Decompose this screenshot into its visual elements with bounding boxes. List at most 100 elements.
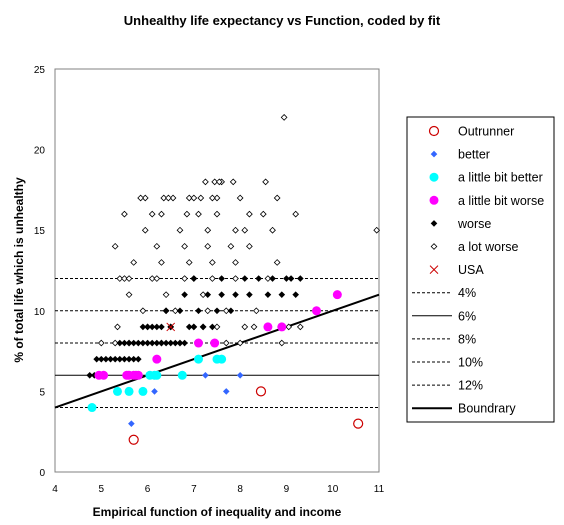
point-a-lot-worse <box>213 323 221 331</box>
y-tick-label: 0 <box>39 468 45 479</box>
point-a-lot-worse <box>169 194 177 202</box>
point-a-lot-worse <box>209 259 216 266</box>
legend: Outrunner better a little bit better a litt… <box>406 116 555 423</box>
legend-entry-4: 4% <box>412 286 476 300</box>
point-worse <box>116 355 124 363</box>
x-tick-label: 7 <box>191 484 197 495</box>
point-worse <box>195 307 202 315</box>
point-a-little-bit-worse <box>332 290 342 300</box>
boundary-line-group <box>54 293 380 409</box>
point-a-lot-worse <box>292 210 300 218</box>
legend-entry-8: 8% <box>412 332 476 346</box>
point-a-lot-worse <box>158 210 165 218</box>
point-a-lot-worse <box>158 259 165 266</box>
point-a-lot-worse <box>285 323 293 331</box>
y-tick-label: 5 <box>39 387 45 398</box>
y-tick-label: 20 <box>34 146 46 157</box>
x-tick-label: 5 <box>99 484 105 495</box>
point-a-lot-worse <box>190 194 198 202</box>
point-worse <box>86 371 94 379</box>
legend-label: USA <box>458 263 484 277</box>
point-a-lot-worse <box>165 194 172 202</box>
point-worse <box>148 323 156 331</box>
point-a-little-bit-better <box>217 354 227 364</box>
point-a-lot-worse <box>141 194 149 202</box>
point-a-lot-worse <box>125 291 133 299</box>
point-a-lot-worse <box>250 323 258 331</box>
point-worse <box>135 355 142 363</box>
point-a-lot-worse <box>296 323 304 331</box>
legend-entry-worse: worse <box>430 217 491 231</box>
point-worse <box>190 323 198 331</box>
point-a-lot-worse <box>232 275 239 282</box>
point-worse <box>255 275 262 282</box>
point-a-little-bit-better <box>112 386 122 396</box>
point-a-lot-worse <box>373 226 381 234</box>
point-worse <box>297 275 304 282</box>
point-a-little-bit-better <box>177 370 187 380</box>
point-a-lot-worse <box>202 178 209 186</box>
point-a-lot-worse <box>222 339 230 347</box>
point-worse <box>185 323 193 331</box>
point-outrunner <box>255 386 267 397</box>
point-a-lot-worse <box>229 178 237 186</box>
point-outrunner <box>353 418 364 429</box>
x-tick-label: 6 <box>145 484 151 495</box>
point-a-lot-worse <box>125 275 133 282</box>
point-worse <box>172 339 179 347</box>
y-tick-label: 10 <box>34 307 46 318</box>
point-worse <box>204 291 212 298</box>
point-worse <box>162 339 170 347</box>
point-a-lot-worse <box>273 259 281 266</box>
point-a-lot-worse <box>241 226 249 234</box>
point-worse <box>209 323 216 331</box>
point-worse <box>153 323 161 331</box>
point-a-lot-worse <box>246 242 253 250</box>
point-better <box>222 388 230 395</box>
point-worse <box>176 339 184 347</box>
legend-symbol-a-little-bit-better <box>429 172 439 182</box>
point-worse <box>167 339 175 347</box>
point-worse <box>125 355 133 363</box>
legend-label: 12% <box>458 379 483 393</box>
point-a-lot-worse <box>241 323 249 331</box>
legend-entry-usa: USA <box>429 263 484 277</box>
point-worse <box>199 323 207 331</box>
legend-label: a little bit better <box>458 171 543 185</box>
legend-entry-12: 12% <box>412 379 483 393</box>
legend-entry-outrunner: Outrunner <box>428 125 514 139</box>
plot-frame <box>54 68 380 473</box>
legend-entry-a-lot-worse: a lot worse <box>430 240 518 254</box>
point-usa <box>166 322 176 332</box>
legend-symbol-a-little-bit-worse <box>429 195 439 205</box>
point-a-lot-worse <box>246 210 253 218</box>
point-better <box>236 371 244 379</box>
point-worse <box>181 339 188 347</box>
y-tick-label: 25 <box>34 65 46 76</box>
point-a-lot-worse <box>264 275 272 282</box>
legend-label: 10% <box>458 356 483 370</box>
point-a-lot-worse <box>236 194 244 202</box>
point-a-little-bit-better <box>87 403 97 413</box>
point-a-lot-worse <box>121 210 128 218</box>
point-worse <box>190 275 198 282</box>
point-worse <box>227 307 235 315</box>
point-worse <box>246 291 253 298</box>
point-a-lot-worse <box>181 275 188 282</box>
point-worse <box>139 323 147 331</box>
point-worse <box>158 339 165 347</box>
point-a-lot-worse <box>204 307 212 315</box>
x-tick-label: 8 <box>237 484 243 495</box>
x-tick-label: 10 <box>327 484 339 495</box>
point-a-lot-worse <box>153 275 161 282</box>
point-a-little-bit-worse <box>193 338 203 348</box>
data-points <box>86 113 381 445</box>
point-a-lot-worse <box>181 242 188 250</box>
legend-symbol-better <box>430 150 438 158</box>
point-a-little-bit-better <box>150 370 160 380</box>
point-a-lot-worse <box>262 178 269 186</box>
series-worse <box>86 275 304 379</box>
point-a-lot-worse <box>121 275 128 282</box>
point-worse <box>121 339 128 347</box>
point-a-little-bit-better <box>193 354 203 364</box>
